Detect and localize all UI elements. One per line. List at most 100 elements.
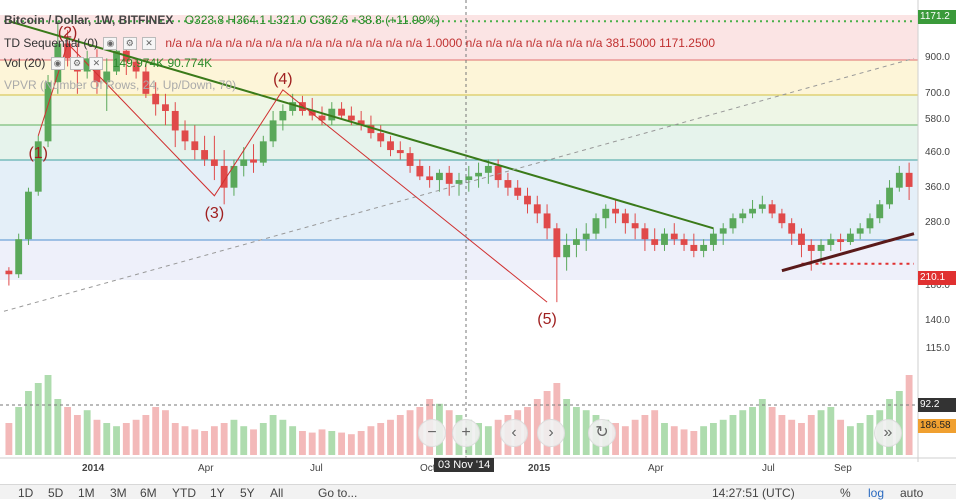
time-tick-label: Jul xyxy=(762,463,775,474)
zoom-out-button[interactable]: − xyxy=(418,419,446,447)
volume-bar xyxy=(758,399,766,455)
eye-icon[interactable]: ◉ xyxy=(50,57,65,71)
candle-body xyxy=(524,195,531,205)
candle-body xyxy=(739,213,747,219)
candle-body xyxy=(778,213,786,224)
settings-icon[interactable]: ⚙ xyxy=(70,57,85,71)
volume-bar xyxy=(162,410,169,455)
candle-body xyxy=(5,270,13,275)
range-1d[interactable]: 1D xyxy=(18,486,34,500)
wave-label: (2) xyxy=(58,24,78,41)
candle-body xyxy=(83,58,91,72)
candle-body xyxy=(641,228,649,240)
candle-body xyxy=(807,244,815,251)
td-sequential-label: TD Sequential (0) xyxy=(4,36,99,50)
volume-bar xyxy=(406,410,414,455)
candle-body xyxy=(269,120,277,142)
volume-bar xyxy=(768,407,776,455)
volume-bar xyxy=(572,407,580,455)
range-5y[interactable]: 5Y xyxy=(240,486,255,500)
auto-toggle[interactable]: auto xyxy=(900,486,924,500)
volume-bar xyxy=(631,419,639,455)
reset-chart-button[interactable]: ↻ xyxy=(588,419,616,447)
volume-bar xyxy=(846,426,854,455)
volume-bar xyxy=(289,426,297,455)
candle-body xyxy=(475,172,482,177)
scroll-right-button[interactable]: › xyxy=(537,419,565,447)
plus-icon: + xyxy=(461,424,471,441)
rising-support-line xyxy=(781,232,915,273)
volume-bar xyxy=(250,429,257,455)
volume-legend[interactable]: Vol (20) ◉ ⚙ ✕ 149.974K 90.774K xyxy=(4,56,212,71)
candle-body xyxy=(651,239,659,245)
chart-overlays: (1) (2) (3) (4) (5) xyxy=(0,0,918,458)
candle-body xyxy=(886,187,893,205)
range-5d[interactable]: 5D xyxy=(48,486,64,500)
settings-icon[interactable]: ⚙ xyxy=(122,37,137,51)
candle-body xyxy=(788,223,796,234)
volume-bar xyxy=(338,432,346,455)
range-1m[interactable]: 1M xyxy=(78,486,95,500)
clock-time: 14:27:51 (UTC) xyxy=(712,486,795,500)
close-icon[interactable]: ✕ xyxy=(142,37,157,51)
volume-bar xyxy=(690,431,698,455)
eye-icon[interactable]: ◉ xyxy=(103,37,118,51)
candle-body xyxy=(210,159,218,166)
candle-body xyxy=(338,108,346,116)
chevron-left-icon: ‹ xyxy=(511,424,517,441)
volume-bar xyxy=(132,419,140,455)
range-3m[interactable]: 3M xyxy=(110,486,127,500)
percent-toggle[interactable]: % xyxy=(840,486,851,500)
vpvr-legend[interactable]: VPVR (Number Of Rows, 24, Up/Down, 70) xyxy=(4,78,236,92)
candle-body xyxy=(494,165,502,181)
candle-body xyxy=(34,141,42,192)
scroll-to-end-button[interactable]: » xyxy=(874,419,902,447)
td-sequential-legend[interactable]: TD Sequential (0) ◉ ⚙ ✕ n/a n/a n/a n/a … xyxy=(4,36,715,51)
candle-body xyxy=(856,228,864,234)
candle-body xyxy=(602,208,610,219)
candle-body xyxy=(191,141,199,151)
volume-bar xyxy=(445,410,453,455)
volume-label: Vol (20) xyxy=(4,56,46,70)
candle-body xyxy=(259,141,267,163)
candle-body xyxy=(220,165,228,188)
volume-bar xyxy=(641,415,649,455)
candle-body xyxy=(846,233,854,243)
candle-body xyxy=(504,180,512,188)
chevron-right-icon: › xyxy=(548,424,554,441)
candle-body xyxy=(328,108,336,121)
price-tick-label: 700.0 xyxy=(924,87,950,99)
close-icon[interactable]: ✕ xyxy=(89,57,104,71)
volume-bar xyxy=(621,426,629,455)
crosshair-time-label: 03 Nov '14 xyxy=(434,458,495,472)
time-tick-label: 2015 xyxy=(528,463,551,474)
time-tick-label: Sep xyxy=(834,463,852,474)
wave-label: (3) xyxy=(205,205,225,222)
range-6m[interactable]: 6M xyxy=(140,486,157,500)
log-toggle[interactable]: log xyxy=(868,486,885,500)
zoom-in-button[interactable]: + xyxy=(452,419,480,447)
candle-body xyxy=(827,239,835,245)
price-tick-label: 900.0 xyxy=(924,52,950,64)
volume-bar xyxy=(5,423,13,455)
goto-button[interactable]: Go to... xyxy=(318,486,358,500)
volume-bar xyxy=(122,423,130,455)
price-tick-label: 360.0 xyxy=(924,181,950,193)
scroll-left-button[interactable]: ‹ xyxy=(500,419,528,447)
candle-body xyxy=(592,218,600,234)
volume-bar xyxy=(152,407,160,455)
candle-body xyxy=(798,233,805,245)
candle-body xyxy=(181,130,189,142)
volume-bar xyxy=(279,419,287,455)
volume-bar xyxy=(651,410,659,455)
symbol-title[interactable]: Bitcoin / Dollar, 1W, BITFINEX xyxy=(4,13,174,27)
candle-body xyxy=(416,165,424,177)
range-ytd[interactable]: YTD xyxy=(172,486,196,500)
volume-bar xyxy=(93,419,101,455)
candle-body xyxy=(895,172,903,188)
range-all[interactable]: All xyxy=(270,486,284,500)
volume-tag: 186.58 xyxy=(918,419,956,433)
volume-bar xyxy=(259,423,267,455)
range-1y[interactable]: 1Y xyxy=(210,486,225,500)
